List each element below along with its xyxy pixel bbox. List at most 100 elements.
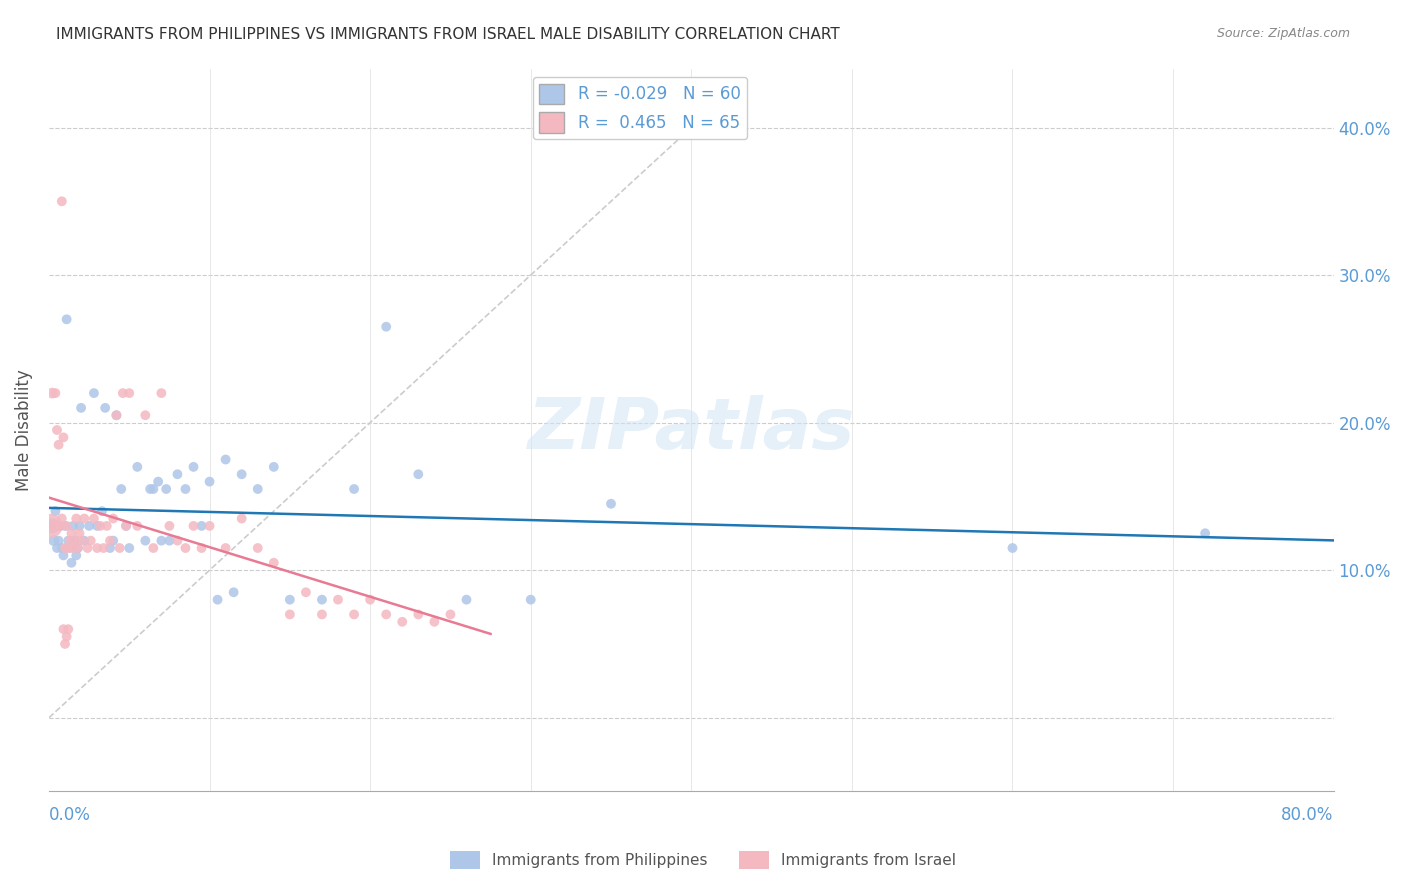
Point <box>439 607 461 622</box>
Point <box>51 541 73 555</box>
Point <box>73 533 96 548</box>
Point <box>183 459 205 474</box>
Point <box>58 541 80 555</box>
Point <box>198 519 221 533</box>
Point <box>52 622 75 636</box>
Legend: R = -0.029   N = 60, R =  0.465   N = 65: R = -0.029 N = 60, R = 0.465 N = 65 <box>533 77 747 139</box>
Point <box>118 386 141 401</box>
Point <box>150 533 173 548</box>
Point <box>65 511 87 525</box>
Point <box>89 519 111 533</box>
Text: Source: ZipAtlas.com: Source: ZipAtlas.com <box>1216 27 1350 40</box>
Point <box>53 541 76 555</box>
Point <box>58 533 80 548</box>
Point <box>39 519 62 533</box>
Text: ZIPatlas: ZIPatlas <box>527 395 855 465</box>
Point <box>41 519 63 533</box>
Point <box>48 438 70 452</box>
Point <box>59 533 82 548</box>
Point <box>76 541 98 555</box>
Point <box>519 592 541 607</box>
Point <box>134 533 156 548</box>
Point <box>63 533 86 548</box>
Point <box>111 386 134 401</box>
Point <box>51 194 73 209</box>
Point <box>423 615 446 629</box>
Point <box>63 533 86 548</box>
Point <box>157 533 180 548</box>
Point <box>190 519 212 533</box>
Point <box>311 592 333 607</box>
Point <box>108 541 131 555</box>
Point <box>110 482 132 496</box>
Point <box>134 409 156 423</box>
Point <box>93 541 115 555</box>
Point <box>83 511 105 525</box>
Point <box>41 386 63 401</box>
Point <box>52 430 75 444</box>
Point <box>295 585 318 599</box>
Point <box>58 622 80 636</box>
Point <box>375 607 398 622</box>
Point <box>246 482 269 496</box>
Point <box>359 592 381 607</box>
Point <box>66 541 89 555</box>
Point <box>60 556 83 570</box>
Point <box>142 541 165 555</box>
Point <box>278 607 301 622</box>
Legend: Immigrants from Philippines, Immigrants from Israel: Immigrants from Philippines, Immigrants … <box>443 845 963 875</box>
Point <box>155 482 177 496</box>
Point <box>375 319 398 334</box>
Text: 0.0%: 0.0% <box>49 806 91 824</box>
Point <box>115 519 138 533</box>
Point <box>49 519 72 533</box>
Point <box>311 607 333 622</box>
Point <box>214 541 236 555</box>
Point <box>96 519 118 533</box>
Point <box>103 511 125 525</box>
Point <box>60 526 83 541</box>
Point <box>343 607 366 622</box>
Point <box>44 504 66 518</box>
Point <box>391 615 413 629</box>
Point <box>600 497 623 511</box>
Point <box>231 467 253 482</box>
Point <box>53 519 76 533</box>
Point <box>263 556 285 570</box>
Point <box>86 519 108 533</box>
Point <box>42 533 65 548</box>
Point <box>146 475 169 489</box>
Point <box>94 401 117 415</box>
Point <box>55 519 77 533</box>
Point <box>183 519 205 533</box>
Point <box>408 467 430 482</box>
Point <box>98 533 121 548</box>
Point <box>198 475 221 489</box>
Point <box>115 519 138 533</box>
Point <box>231 511 253 525</box>
Point <box>62 541 84 555</box>
Point <box>222 585 245 599</box>
Point <box>166 533 188 548</box>
Point <box>77 519 100 533</box>
Point <box>70 533 93 548</box>
Point <box>86 541 108 555</box>
Point <box>343 482 366 496</box>
Point <box>59 541 82 555</box>
Point <box>44 386 66 401</box>
Point <box>103 533 125 548</box>
Point <box>46 541 69 555</box>
Point <box>91 504 114 518</box>
Point <box>278 592 301 607</box>
Text: 80.0%: 80.0% <box>1281 806 1334 824</box>
Point <box>190 541 212 555</box>
Point <box>55 312 77 326</box>
Text: IMMIGRANTS FROM PHILIPPINES VS IMMIGRANTS FROM ISRAEL MALE DISABILITY CORRELATIO: IMMIGRANTS FROM PHILIPPINES VS IMMIGRANT… <box>56 27 839 42</box>
Point <box>150 386 173 401</box>
Point <box>83 386 105 401</box>
Point <box>408 607 430 622</box>
Point <box>69 526 91 541</box>
Point <box>174 482 197 496</box>
Point <box>1194 526 1216 541</box>
Point <box>139 482 162 496</box>
